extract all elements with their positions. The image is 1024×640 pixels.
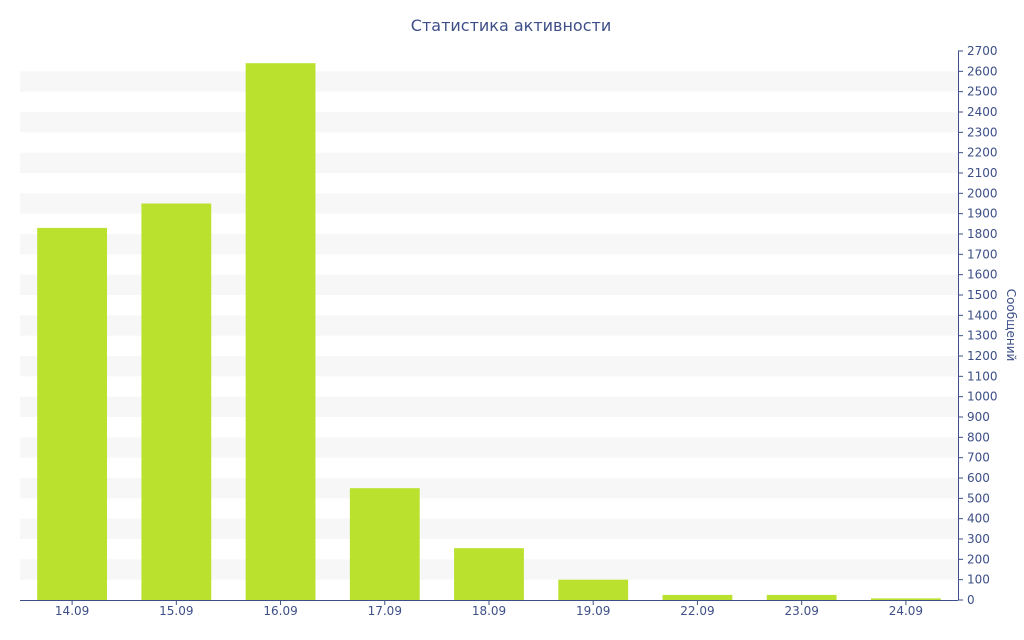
y-tick-label: 1100 bbox=[967, 369, 998, 383]
y-tick-label: 2600 bbox=[967, 64, 998, 78]
y-tick-label: 200 bbox=[967, 552, 990, 566]
bar bbox=[454, 548, 524, 600]
y-tick-label: 1600 bbox=[967, 268, 998, 282]
grid-band bbox=[20, 112, 958, 133]
x-tick-label: 16.09 bbox=[263, 604, 297, 618]
grid-band bbox=[20, 152, 958, 173]
y-tick-label: 1500 bbox=[967, 288, 998, 302]
bar bbox=[37, 227, 108, 600]
y-tick-label: 1200 bbox=[967, 349, 998, 363]
y-tick-label: 1900 bbox=[967, 207, 998, 221]
bars bbox=[37, 63, 941, 600]
y-tick-labels: 0 100 200 300 400 500 600 700 800 900 1000 1100 1200… bbox=[967, 44, 998, 607]
y-tick-label: 700 bbox=[967, 451, 990, 465]
y-tick-label: 2300 bbox=[967, 125, 998, 139]
x-tick-label: 23.09 bbox=[784, 604, 818, 618]
chart-title: Статистика активности bbox=[411, 16, 611, 35]
x-tick-label: 15.09 bbox=[159, 604, 193, 618]
y-tick-label: 2100 bbox=[967, 166, 998, 180]
x-tick-labels: 14.09 15.09 16.09 17.09 18.09 19.09 22.09 23.09… bbox=[55, 604, 923, 618]
y-axis-title: Сообщений bbox=[1004, 289, 1018, 362]
axes bbox=[20, 50, 963, 605]
y-tick-label: 1700 bbox=[967, 247, 998, 261]
y-tick-label: 1800 bbox=[967, 227, 998, 241]
bar bbox=[870, 598, 941, 600]
y-tick-label: 500 bbox=[967, 491, 990, 505]
y-tick-label: 1000 bbox=[967, 390, 998, 404]
x-tick-label: 24.09 bbox=[889, 604, 923, 618]
y-tick-label: 600 bbox=[967, 471, 990, 485]
y-tick-label: 2200 bbox=[967, 146, 998, 160]
x-tick-label: 18.09 bbox=[472, 604, 506, 618]
y-tick-label: 100 bbox=[967, 573, 990, 587]
y-tick-label: 300 bbox=[967, 532, 990, 546]
y-tick-label: 1300 bbox=[967, 329, 998, 343]
y-tick-label: 2700 bbox=[967, 44, 998, 58]
bar bbox=[662, 594, 733, 600]
bar bbox=[245, 63, 316, 600]
bar bbox=[141, 203, 212, 600]
x-tick-label: 14.09 bbox=[55, 604, 89, 618]
y-tick-label: 800 bbox=[967, 430, 990, 444]
y-tick-label: 2000 bbox=[967, 186, 998, 200]
x-tick-label: 19.09 bbox=[576, 604, 610, 618]
bar bbox=[766, 594, 837, 600]
y-tick-label: 900 bbox=[967, 410, 990, 424]
y-tick-label: 1400 bbox=[967, 308, 998, 322]
bar bbox=[558, 579, 629, 600]
y-tick-label: 2500 bbox=[967, 85, 998, 99]
y-tick-label: 0 bbox=[967, 593, 975, 607]
grid-band bbox=[20, 71, 958, 92]
y-tick-label: 400 bbox=[967, 512, 990, 526]
x-tick-label: 17.09 bbox=[368, 604, 402, 618]
bar bbox=[349, 488, 420, 600]
y-tick-label: 2400 bbox=[967, 105, 998, 119]
x-tick-label: 22.09 bbox=[680, 604, 714, 618]
